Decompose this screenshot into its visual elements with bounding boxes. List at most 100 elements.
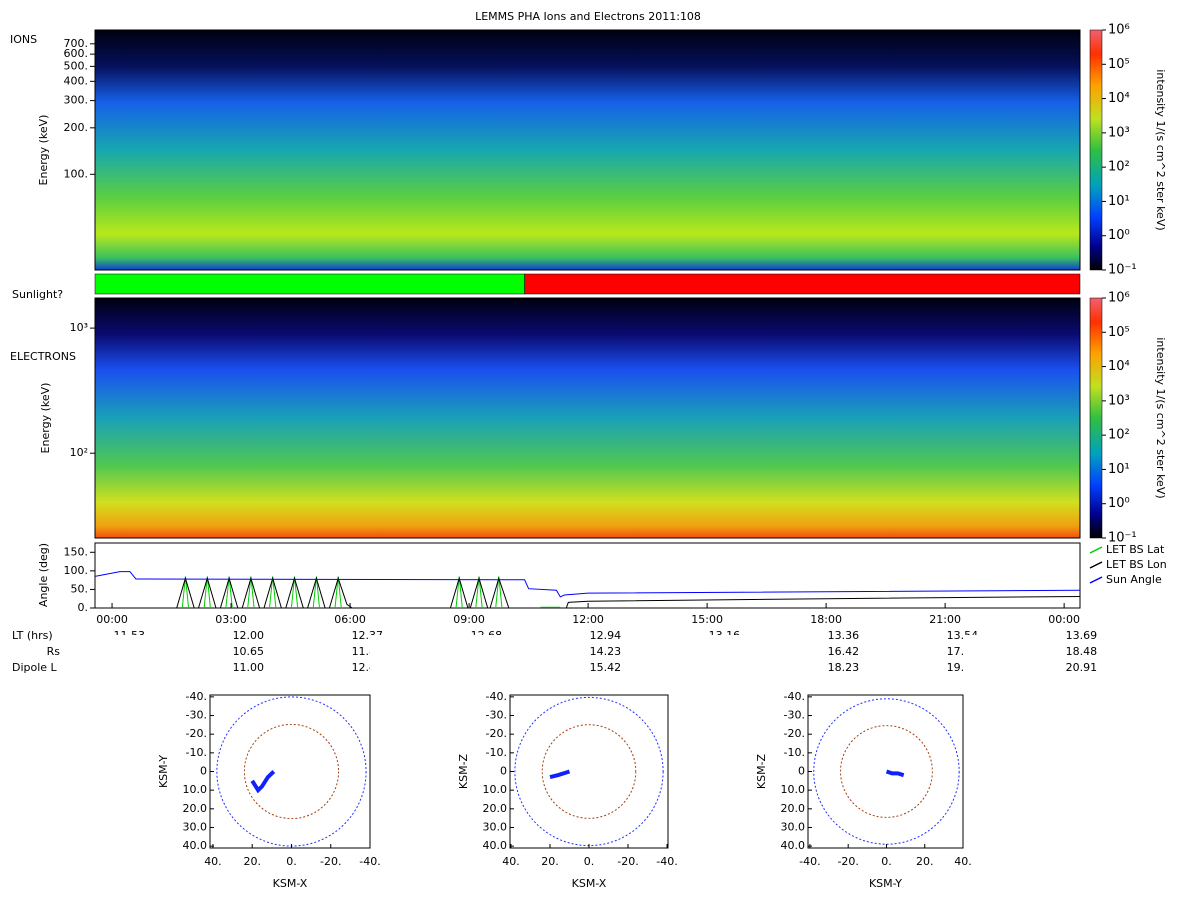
y-label: KSM-Z xyxy=(457,753,470,789)
legend-swatch xyxy=(1089,561,1103,569)
colorbar-tick-label: 10³ xyxy=(1108,125,1130,140)
colorbar-tick-label: 10¹ xyxy=(1108,194,1130,209)
angle-line xyxy=(181,576,561,609)
colorbar xyxy=(1089,29,1103,271)
y-label: KSM-Z xyxy=(755,753,768,789)
y-tick-label: 100. xyxy=(64,167,89,180)
x-tick-label: -20. xyxy=(617,855,638,868)
colorbar-tick-label: 10⁵ xyxy=(1108,57,1130,72)
x-tick-label: 40. xyxy=(204,855,222,868)
ephemeris-value: 13.69 xyxy=(1066,629,1098,642)
y-label: Angle (deg) xyxy=(37,543,50,607)
ephemeris-value: 12.00 xyxy=(233,629,265,642)
mask xyxy=(450,848,708,900)
ephemeris-value: 18.23 xyxy=(828,661,860,674)
x-tick-label: 20. xyxy=(243,855,261,868)
ephemeris-value: 18.48 xyxy=(1066,645,1098,658)
legend-swatch xyxy=(1089,576,1103,584)
ephemeris-value: 15.42 xyxy=(590,661,622,674)
y-tick-label: 10³ xyxy=(70,321,88,334)
magnetopause xyxy=(841,726,933,818)
x-label: KSM-Y xyxy=(869,877,902,890)
legend-swatch xyxy=(1089,546,1103,554)
ephemeris-value: 11.00 xyxy=(233,661,265,674)
y-tick-label: -40. xyxy=(784,690,805,703)
magnetopause xyxy=(542,725,636,819)
x-tick-label: 0. xyxy=(881,855,892,868)
y-tick-label: -30. xyxy=(486,709,507,722)
orbit-track xyxy=(250,770,276,794)
x-tick-label: 0. xyxy=(584,855,595,868)
y-tick-label: 300. xyxy=(64,94,89,107)
y-label: KSM-Y xyxy=(157,755,170,788)
y-label: Energy (keV) xyxy=(39,383,52,454)
x-tick-label: 03:00 xyxy=(215,613,247,626)
y-tick-label: 30.0 xyxy=(483,820,508,833)
mask xyxy=(748,680,1003,695)
y-tick-label: 20.0 xyxy=(483,802,508,815)
x-tick-label: 09:00 xyxy=(453,613,485,626)
y-tick-label: -30. xyxy=(784,709,805,722)
ephemeris-value: 13.36 xyxy=(828,629,860,642)
y-tick-label: 40.0 xyxy=(781,839,806,852)
colorbar-tick-label: 10⁶ xyxy=(1108,291,1130,306)
bow-shock xyxy=(813,698,960,845)
mask xyxy=(450,680,708,695)
orbit-frame xyxy=(807,694,964,849)
x-tick-label: 40. xyxy=(502,855,520,868)
y-tick-label: 20.0 xyxy=(183,802,208,815)
x-label: KSM-X xyxy=(273,877,308,890)
y-tick-label: 40.0 xyxy=(183,839,208,852)
x-tick-label: -40. xyxy=(359,855,380,868)
colorbar-tick-label: 10⁶ xyxy=(1108,23,1130,38)
ephemeris-value: 14.23 xyxy=(590,645,622,658)
y-tick-label: 150. xyxy=(64,545,89,558)
x-tick-label: 18:00 xyxy=(810,613,842,626)
colorbar-tick-label: 10² xyxy=(1108,428,1130,443)
ephemeris-value: 16.42 xyxy=(828,645,860,658)
mask xyxy=(150,848,410,900)
y-tick-label: -10. xyxy=(784,746,805,759)
x-tick-label: -20. xyxy=(320,855,341,868)
mask xyxy=(390,635,510,855)
x-tick-label: 12:00 xyxy=(572,613,604,626)
y-tick-label: 10.0 xyxy=(183,783,208,796)
y-tick-label: 20.0 xyxy=(781,802,806,815)
y-tick-label: 30.0 xyxy=(781,820,806,833)
y-tick-label: -20. xyxy=(486,727,507,740)
ephemeris-label: LT (hrs) xyxy=(12,629,53,642)
panel-label: ELECTRONS xyxy=(10,350,76,363)
y-tick-label: 0 xyxy=(798,765,805,778)
orbit-track xyxy=(885,769,905,778)
colorbar-tick-label: 10⁻¹ xyxy=(1108,263,1137,278)
y-tick-label: 0 xyxy=(200,765,207,778)
colorbar-tick-label: 10³ xyxy=(1108,393,1130,408)
y-tick-label: 10.0 xyxy=(483,783,508,796)
y-tick-label: 30.0 xyxy=(183,820,208,833)
y-tick-label: 500. xyxy=(64,59,89,72)
mask xyxy=(963,635,1013,855)
ion-spectrogram xyxy=(95,30,1080,270)
colorbar-tick-label: 10⁴ xyxy=(1108,91,1130,106)
ephemeris-value: 10.65 xyxy=(233,645,265,658)
y-tick-label: 200. xyxy=(64,121,89,134)
colorbar-label: intensity 1/(s cm^2 ster keV) xyxy=(1154,69,1167,230)
orbit-frame xyxy=(509,694,669,849)
y-tick-label: 40.0 xyxy=(483,839,508,852)
y-tick-label: 10.0 xyxy=(781,783,806,796)
electron-spectrogram xyxy=(95,298,1080,538)
angle-frame xyxy=(94,542,1081,609)
panel-frame xyxy=(94,297,1081,539)
y-tick-label: -20. xyxy=(784,727,805,740)
angle-line xyxy=(94,571,1081,598)
y-label: Energy (keV) xyxy=(37,115,50,186)
title: LEMMS PHA Ions and Electrons 2011:108 xyxy=(475,10,701,23)
y-tick-label: -20. xyxy=(186,727,207,740)
y-tick-label: -10. xyxy=(486,746,507,759)
colorbar-label: intensity 1/(s cm^2 ster keV) xyxy=(1154,337,1167,498)
sunlight-segment xyxy=(524,273,1081,295)
mask xyxy=(688,635,808,855)
y-tick-label: 700. xyxy=(64,37,89,50)
y-tick-label: -30. xyxy=(186,709,207,722)
